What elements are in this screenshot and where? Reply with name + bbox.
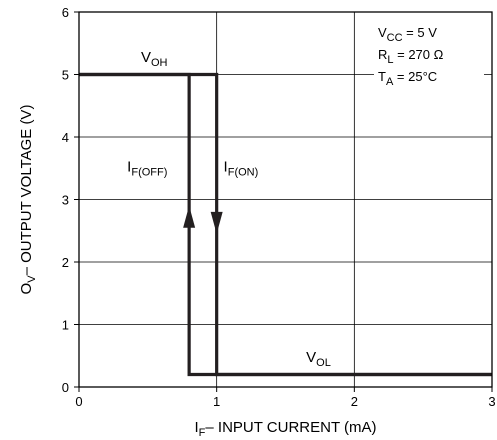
condition-text: VCC = 5 V	[378, 25, 437, 44]
y-axis-title: OV– OUTPUT VOLTAGE (V)	[18, 105, 38, 295]
y-axis-title-main: O	[18, 283, 35, 295]
y-tick-label: 6	[62, 5, 69, 20]
conditions-background	[374, 18, 484, 90]
condition-text-rest: = 5 V	[403, 25, 438, 40]
condition-text-rest: = 270 Ω	[394, 47, 444, 62]
condition-text-rest: = 25°C	[393, 69, 437, 84]
conditions-box: VCC = 5 V RL = 270 Ω TA = 25°C	[374, 18, 484, 90]
condition-text-main: V	[378, 25, 387, 40]
y-axis-title-sub: V	[26, 275, 38, 283]
curve-label-if_off: IF(OFF)	[127, 158, 167, 178]
condition-text-sub: L	[387, 54, 393, 66]
y-tick-label: 5	[62, 68, 69, 83]
tick-labels: 0 1 2 3 0 1 2 3 4 5 6	[62, 5, 496, 409]
x-tick-label: 0	[75, 394, 82, 409]
condition-text-sub: CC	[387, 32, 403, 44]
y-tick-label: 0	[62, 380, 69, 395]
condition-text-main: R	[378, 47, 387, 62]
series	[79, 72, 492, 377]
curve-label-vol-main: V	[306, 349, 316, 366]
y-tick-label: 4	[62, 130, 69, 145]
condition-text: TA = 25°C	[378, 69, 437, 88]
y-axis-title-rest: – OUTPUT VOLTAGE (V)	[18, 105, 35, 276]
condition-text-sub: A	[386, 76, 394, 88]
curve-label-if_on-main: I	[224, 158, 228, 175]
series-line	[79, 72, 492, 377]
direction-arrow	[210, 211, 223, 234]
x-axis-title-rest: – INPUT CURRENT (mA)	[205, 419, 376, 436]
curve-label-if_on-sub: F(ON)	[228, 166, 259, 178]
y-tick-label: 3	[62, 193, 69, 208]
curve-label-voh-main: V	[141, 49, 151, 66]
condition-text: RL = 270 Ω	[378, 47, 444, 66]
x-tick-label: 3	[488, 394, 495, 409]
curve-label-vol-sub: OL	[316, 357, 331, 369]
condition-text-main: T	[378, 69, 386, 84]
x-axis-title: IF– INPUT CURRENT (mA)	[194, 419, 376, 439]
curve-label-vol: VOL	[306, 349, 331, 369]
x-tick-label: 1	[213, 394, 220, 409]
curve-label-if_off-main: I	[127, 158, 131, 175]
y-tick-label: 1	[62, 318, 69, 333]
curve-label-voh-sub: OH	[151, 57, 168, 69]
x-axis-title-sub: F	[199, 427, 206, 439]
x-tick-label: 2	[351, 394, 358, 409]
plot-frame	[78, 11, 493, 388]
curve-label-if_on: IF(ON)	[224, 158, 259, 178]
series-line	[79, 72, 492, 377]
direction-arrow	[183, 205, 196, 228]
curve-label-voh: VOH	[141, 49, 168, 69]
curve-label-if_off-sub: F(OFF)	[131, 166, 167, 178]
y-tick-label: 2	[62, 255, 69, 270]
x-axis-title-main: I	[194, 419, 198, 436]
